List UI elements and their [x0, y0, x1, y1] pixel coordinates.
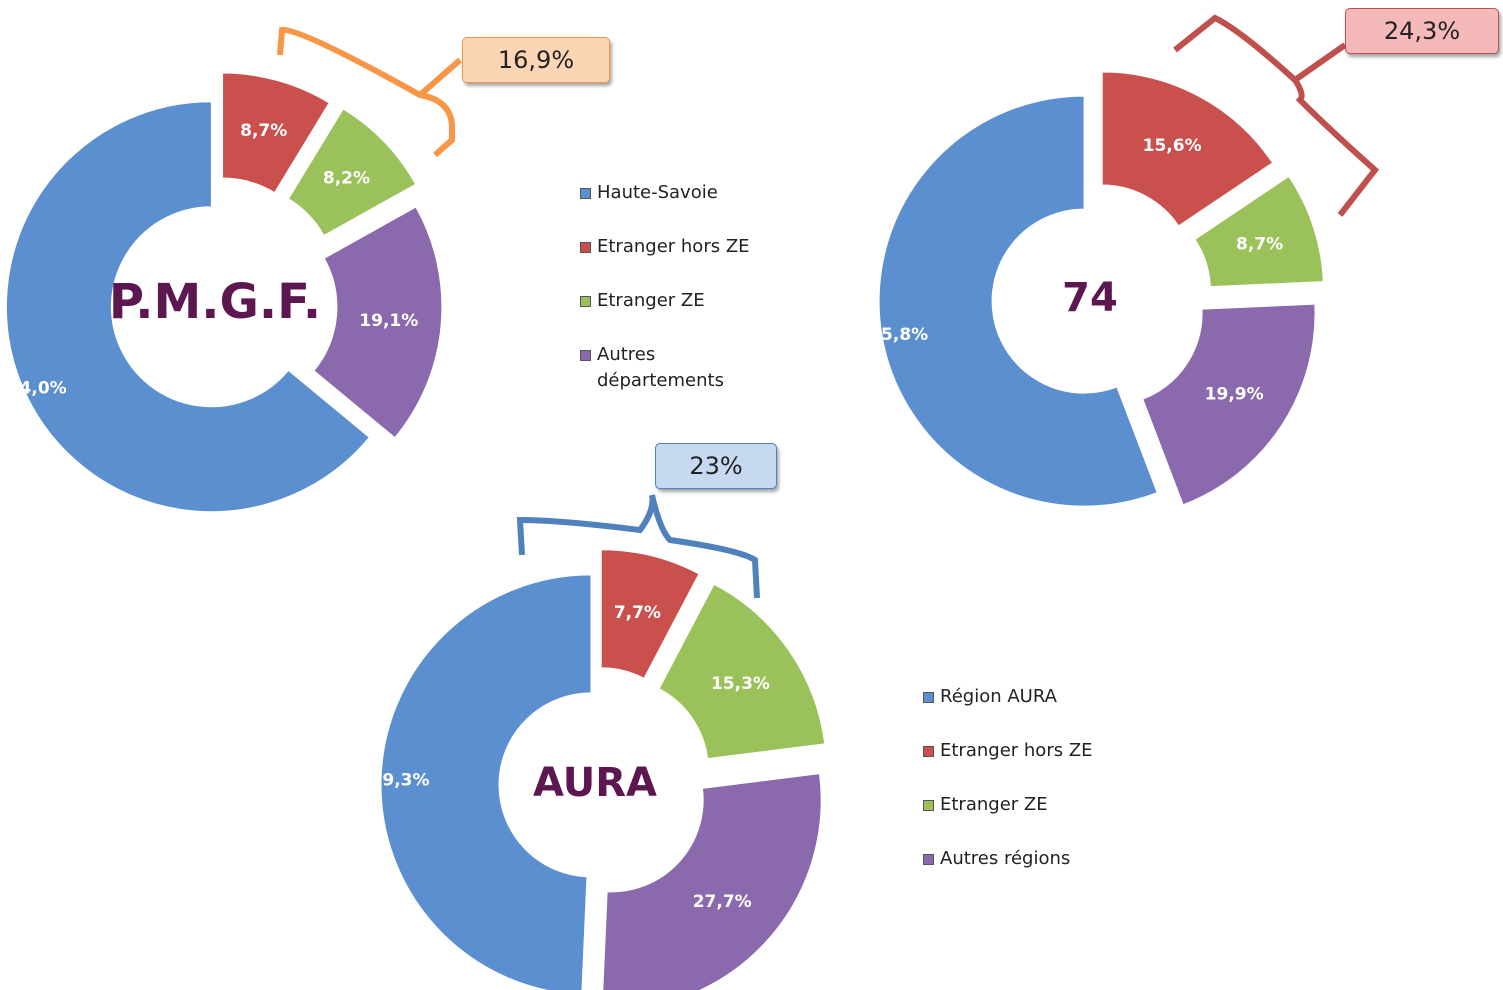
bracket: [1173, 14, 1380, 217]
value-label: 7,7%: [614, 603, 661, 623]
legend: Haute-Savoie Etranger hors ZE Etranger ZE A…: [580, 180, 758, 422]
donut-segment: [313, 206, 443, 439]
annotation: 23%: [655, 443, 777, 489]
legend-item: Autres départements: [580, 342, 758, 394]
bracket: [418, 57, 462, 98]
donut-segment: [1142, 303, 1316, 506]
legend: Région AURA Etranger hors ZE Etranger ZE Au…: [923, 684, 1101, 900]
legend-label: Région AURA: [940, 686, 1057, 707]
legend-item: Etranger ZE: [923, 792, 1101, 818]
legend-swatch: [580, 350, 591, 361]
value-label: 49,3%: [371, 771, 430, 791]
donut-segment: [5, 101, 371, 513]
legend-label: Etranger ZE: [940, 794, 1048, 815]
legend-swatch: [580, 242, 591, 253]
donut-segment: [602, 773, 822, 990]
legend-swatch: [923, 692, 934, 703]
legend-item: Haute-Savoie: [580, 180, 758, 206]
legend-label: Autres départements: [597, 344, 724, 391]
legend-swatch: [923, 746, 934, 757]
value-label: 8,7%: [1236, 234, 1283, 254]
donut-segment: [600, 549, 700, 679]
bracket: [516, 494, 760, 599]
value-label: 64,0%: [8, 379, 67, 399]
legend-swatch: [923, 800, 934, 811]
legend-item: Région AURA: [923, 684, 1101, 710]
donut-segment: [1101, 71, 1274, 227]
donut-segment: [878, 95, 1158, 507]
legend-item: Etranger hors ZE: [580, 234, 758, 260]
donut-segment: [287, 108, 417, 237]
value-label: 15,6%: [1143, 136, 1202, 156]
legend-swatch: [580, 188, 591, 199]
annotation: 16,9%: [462, 37, 610, 83]
value-label: 8,2%: [323, 168, 370, 188]
bracket: [277, 26, 455, 158]
legend-label: Etranger hors ZE: [940, 740, 1093, 761]
annotation: 24,3%: [1345, 8, 1499, 54]
value-label: 27,7%: [693, 892, 752, 912]
donut-segment: [658, 583, 826, 760]
value-label: 19,9%: [1205, 385, 1264, 405]
bracket: [1293, 42, 1347, 83]
donut-segment: [1194, 175, 1324, 288]
legend-swatch: [580, 296, 591, 307]
value-label: 19,1%: [359, 311, 418, 331]
legend-item: Autres régions: [923, 846, 1101, 872]
legend-item: Etranger hors ZE: [923, 738, 1101, 764]
legend-label: Etranger ZE: [597, 290, 705, 311]
value-label: 55,8%: [869, 325, 928, 345]
value-label: 8,7%: [240, 121, 287, 141]
legend-swatch: [923, 854, 934, 865]
legend-label: Etranger hors ZE: [597, 236, 750, 257]
donut-segment: [222, 72, 330, 194]
donut-segment: [380, 574, 592, 990]
center-label: P.M.G.F.: [109, 274, 321, 330]
center-label: 74: [1062, 275, 1118, 321]
center-label: AURA: [533, 760, 657, 806]
legend-item: Etranger ZE: [580, 288, 758, 314]
value-label: 15,3%: [711, 674, 770, 694]
legend-label: Autres régions: [940, 848, 1071, 869]
legend-label: Haute-Savoie: [597, 182, 718, 203]
